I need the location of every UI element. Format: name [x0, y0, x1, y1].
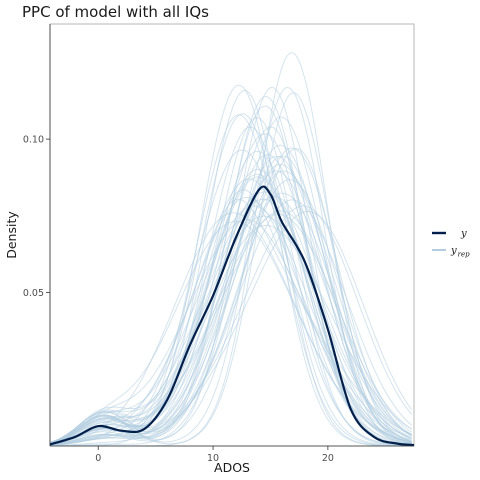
observed-y-curve	[49, 185, 415, 447]
yrep-curve	[49, 192, 412, 444]
legend-label: y	[460, 229, 467, 240]
x-tick-label: 20	[322, 453, 334, 464]
y-curve	[49, 185, 415, 447]
chart-title: PPC of model with all IQs	[22, 3, 209, 21]
yrep-curve	[49, 155, 412, 446]
yrep-curve	[49, 219, 412, 444]
yrep-curve	[49, 126, 412, 447]
yrep-curve	[49, 155, 412, 447]
y-axis-ticks: 0.05 0.10	[23, 135, 50, 299]
y-tick-label: 0.05	[23, 288, 44, 299]
yrep-curve	[49, 176, 412, 445]
yrep-curves	[49, 52, 413, 447]
y-tick-label: 0.10	[23, 135, 44, 146]
yrep-curve	[49, 84, 412, 447]
yrep-curve	[49, 210, 413, 445]
yrep-curve	[49, 179, 412, 445]
yrep-curve	[49, 213, 412, 446]
x-tick-label: 10	[207, 453, 219, 464]
yrep-curve	[49, 198, 412, 443]
y-axis-title: Density	[4, 211, 19, 259]
x-tick-label: 0	[95, 453, 101, 464]
legend-label: yrep	[450, 246, 470, 259]
x-axis-ticks: 0 10 20	[95, 446, 334, 464]
x-axis-title: ADOS	[214, 460, 250, 475]
yrep-curve	[49, 195, 412, 445]
yrep-curve	[49, 86, 412, 446]
legend: y yrep	[432, 229, 470, 259]
yrep-curve	[49, 189, 412, 443]
